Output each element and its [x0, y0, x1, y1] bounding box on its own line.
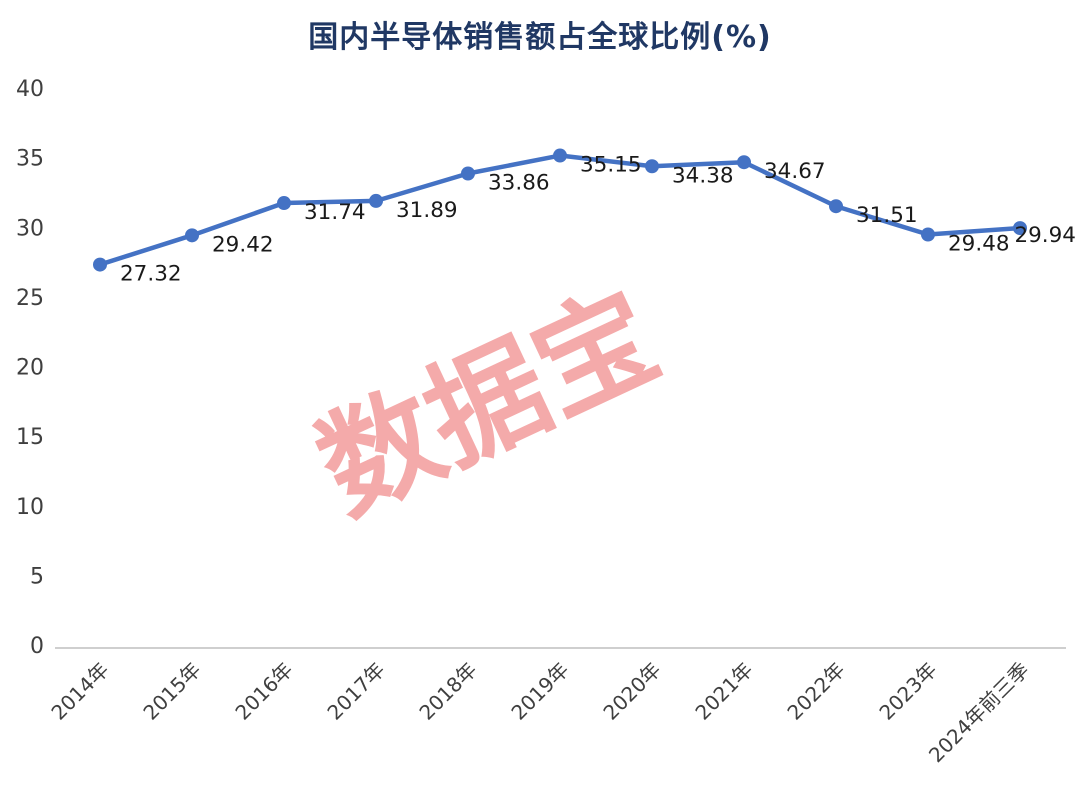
data-point-marker: [645, 159, 659, 174]
data-point-label: 27.32: [120, 262, 182, 287]
y-axis-tick-label: 20: [16, 356, 44, 381]
x-axis-tick-label: 2018年: [414, 658, 481, 725]
data-point-marker: [553, 148, 567, 163]
x-axis-tick-label: 2014年: [46, 658, 113, 725]
data-point-label: 31.89: [396, 198, 458, 223]
data-point-label: 31.74: [304, 200, 366, 225]
y-axis-tick-label: 30: [16, 216, 44, 241]
data-point-label: 31.51: [856, 203, 918, 228]
data-point-marker: [277, 196, 291, 211]
chart-title: 国内半导体销售额占全球比例(%): [308, 20, 772, 55]
data-point-marker: [737, 155, 751, 170]
data-point-marker: [1013, 221, 1027, 236]
data-point-label: 33.86: [488, 170, 550, 195]
x-axis-tick-label: 2023年: [874, 658, 941, 725]
x-axis-tick-label: 2020年: [598, 658, 665, 725]
y-axis-tick-label: 35: [16, 147, 44, 172]
x-axis-tick-label: 2015年: [138, 658, 205, 725]
y-axis-tick-label: 5: [30, 564, 44, 589]
data-point-marker: [369, 193, 383, 208]
y-axis-tick-label: 0: [30, 634, 44, 659]
x-axis-tick-label: 2022年: [782, 658, 849, 725]
y-axis-tick-label: 40: [16, 77, 44, 102]
data-point-marker: [185, 228, 199, 243]
data-point-label: 29.42: [212, 232, 274, 257]
data-point-label: 34.38: [672, 163, 734, 188]
y-axis-tick-label: 10: [16, 495, 44, 520]
data-point-label: 34.67: [764, 159, 826, 184]
x-axis-tick-label: 2021年: [690, 658, 757, 725]
x-axis-tick-label: 2019年: [506, 658, 573, 725]
data-point-marker: [461, 166, 475, 181]
data-point-label: 35.15: [580, 153, 642, 178]
data-point-marker: [921, 227, 935, 242]
data-point-marker: [829, 199, 843, 214]
data-point-label: 29.94: [1014, 223, 1076, 248]
line-chart: 数据宝 0 5 10 15 20 25 30 35 40 2014年 2015年 2016年 2017年 2…: [16, 77, 1076, 767]
data-point-label: 29.48: [948, 231, 1010, 256]
y-axis-tick-label: 25: [16, 286, 44, 311]
x-axis-tick-label: 2017年: [322, 658, 389, 725]
y-axis-tick-label: 15: [16, 425, 44, 450]
watermark: 数据宝: [298, 265, 677, 540]
x-axis-tick-label: 2016年: [230, 658, 297, 725]
data-point-marker: [93, 257, 107, 272]
